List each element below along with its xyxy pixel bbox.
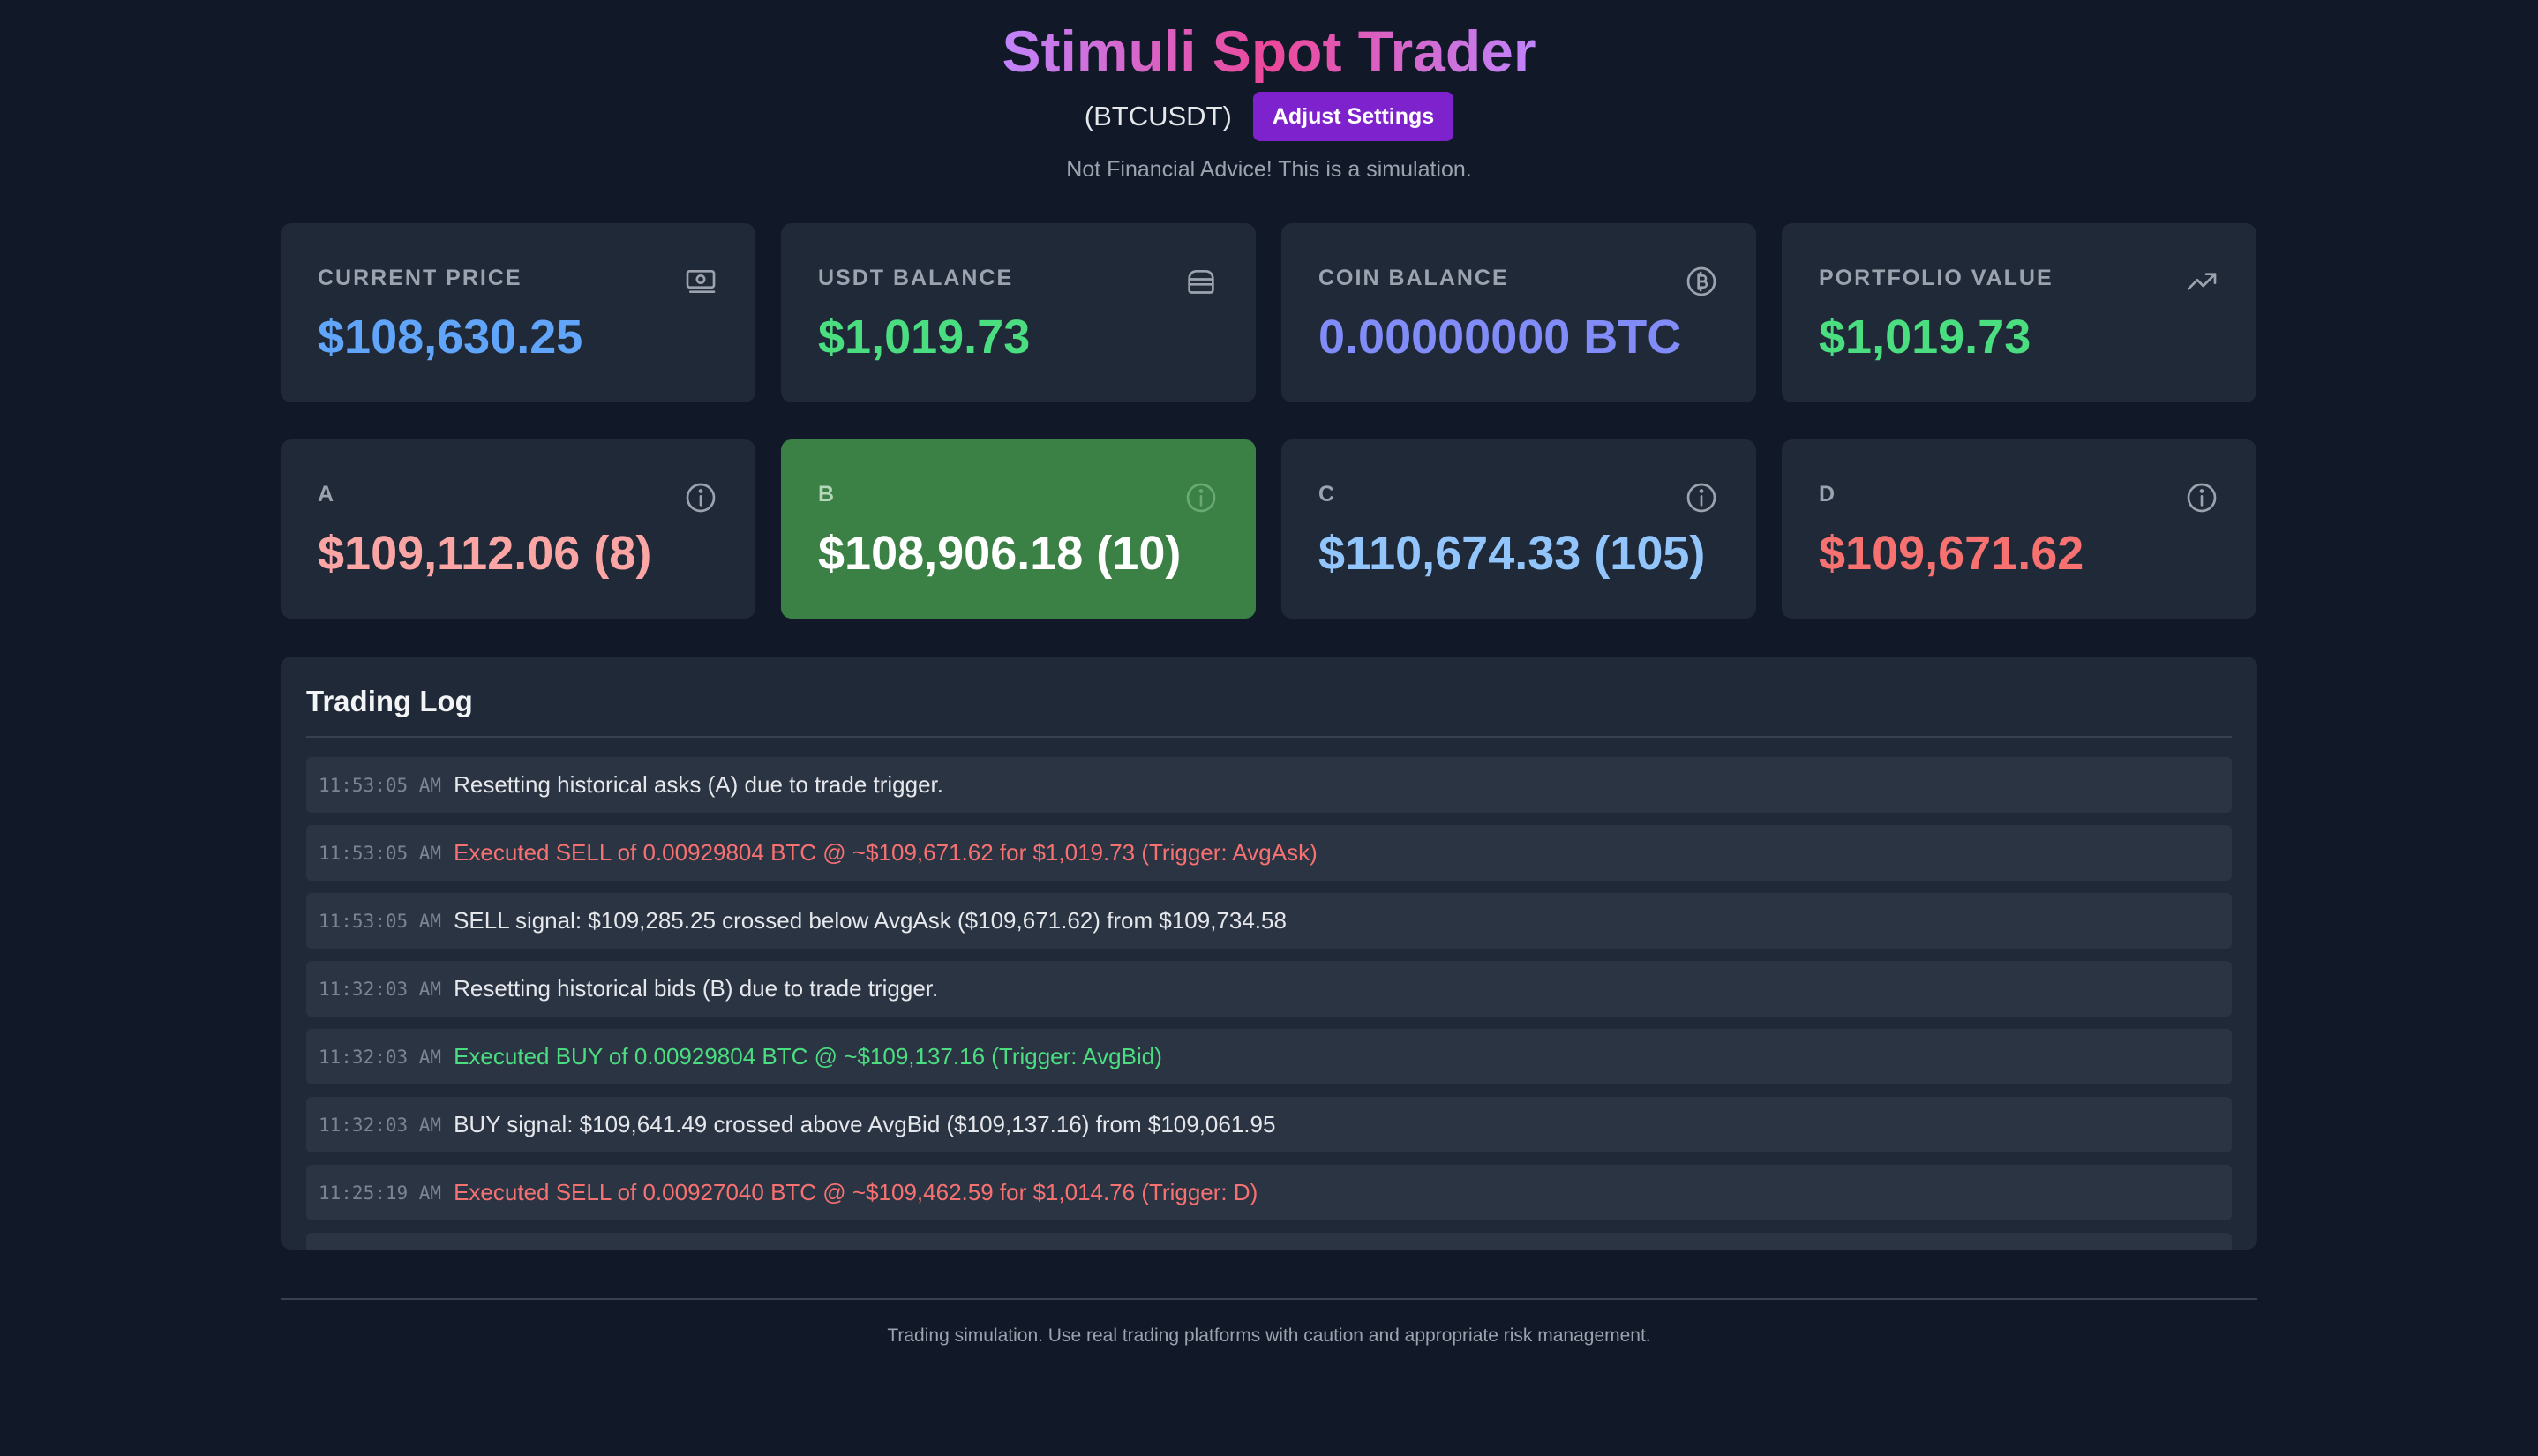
indicator-card-a: A $109,112.06 (8) bbox=[281, 439, 755, 619]
log-timestamp: 11:25:19 AM bbox=[319, 1182, 442, 1204]
info-icon[interactable] bbox=[2184, 480, 2219, 515]
log-timestamp: 11:32:03 AM bbox=[319, 1046, 442, 1068]
card-label: C bbox=[1318, 482, 1337, 507]
info-icon[interactable] bbox=[683, 480, 718, 515]
info-icon[interactable] bbox=[1183, 480, 1219, 515]
log-entry: 11:53:05 AM SELL signal: $109,285.25 cro… bbox=[306, 893, 2232, 949]
bitcoin-icon bbox=[1684, 264, 1719, 299]
log-timestamp: 11:32:03 AM bbox=[319, 1114, 442, 1136]
log-message: Executed SELL of 0.00927040 BTC @ ~$109,… bbox=[454, 1179, 1258, 1205]
card-current-price: CURRENT PRICE $108,630.25 bbox=[281, 223, 755, 402]
log-entry: 11:25:19 AM Executed SELL of 0.00927040 … bbox=[306, 1165, 2232, 1220]
card-label: USDT BALANCE bbox=[818, 266, 1014, 290]
trending-up-icon bbox=[2184, 264, 2219, 299]
card-label: B bbox=[818, 482, 837, 507]
log-entry: 11:32:03 AM Resetting historical bids (B… bbox=[306, 961, 2232, 1017]
divider bbox=[306, 736, 2232, 738]
trading-symbol: (BTCUSDT) bbox=[1084, 101, 1232, 131]
card-label: PORTFOLIO VALUE bbox=[1819, 266, 2054, 290]
card-value: $108,906.18 (10) bbox=[818, 527, 1182, 580]
stats-row: CURRENT PRICE $108,630.25 USDT BALANCE $… bbox=[281, 223, 2257, 402]
log-entry: 11:53:05 AM Executed SELL of 0.00929804 … bbox=[306, 825, 2232, 881]
card-value: $1,019.73 bbox=[818, 311, 1031, 364]
card-value: $110,674.33 (105) bbox=[1318, 527, 1706, 580]
app-title: Stimuli Spot Trader bbox=[1002, 19, 1536, 84]
log-timestamp: 11:53:05 AM bbox=[319, 774, 442, 796]
card-usdt-balance: USDT BALANCE $1,019.73 bbox=[781, 223, 1256, 402]
log-timestamp: 11:53:05 AM bbox=[319, 842, 442, 864]
log-entry: 11:53:05 AM Resetting historical asks (A… bbox=[306, 757, 2232, 813]
adjust-settings-button[interactable]: Adjust Settings bbox=[1252, 92, 1454, 141]
log-message: Executed BUY of 0.00929804 BTC @ ~$109,1… bbox=[454, 1043, 1162, 1069]
indicators-row: A $109,112.06 (8) B $108,906.18 (10) C $… bbox=[281, 439, 2257, 619]
header: Stimuli Spot Trader (BTCUSDT) Adjust Set… bbox=[0, 0, 2538, 183]
wallet-icon bbox=[1183, 264, 1219, 299]
card-value: 0.00000000 BTC bbox=[1318, 311, 1682, 364]
card-label: D bbox=[1819, 482, 1837, 507]
log-message: Resetting historical asks (A) due to tra… bbox=[454, 771, 944, 798]
trading-log-title: Trading Log bbox=[306, 685, 473, 717]
card-value: $1,019.73 bbox=[1819, 311, 2031, 364]
disclaimer: Not Financial Advice! This is a simulati… bbox=[1066, 157, 1472, 182]
money-icon bbox=[683, 264, 718, 299]
indicator-card-b: B $108,906.18 (10) bbox=[781, 439, 1256, 619]
log-message: BUY signal: $109,641.49 crossed above Av… bbox=[454, 1111, 1276, 1137]
indicator-card-d: D $109,671.62 bbox=[1782, 439, 2256, 619]
symbol-row: (BTCUSDT) Adjust Settings bbox=[0, 92, 2538, 141]
trading-log-panel[interactable]: Trading Log 11:53:05 AM Resetting histor… bbox=[281, 657, 2257, 1250]
card-label: CURRENT PRICE bbox=[318, 266, 522, 290]
log-entry: 11:32:03 AM BUY signal: $109,641.49 cros… bbox=[306, 1097, 2232, 1152]
log-message: Resetting historical bids (B) due to tra… bbox=[454, 975, 939, 1002]
card-value: $109,671.62 bbox=[1819, 527, 2084, 580]
log-message: Executed SELL of 0.00929804 BTC @ ~$109,… bbox=[454, 839, 1318, 866]
footer-divider bbox=[281, 1298, 2257, 1300]
info-icon[interactable] bbox=[1684, 480, 1719, 515]
log-message: SELL signal: $109,285.25 crossed below A… bbox=[454, 907, 1287, 934]
log-entry-partial bbox=[306, 1233, 2232, 1250]
log-timestamp: 11:32:03 AM bbox=[319, 978, 442, 1000]
card-portfolio-value: PORTFOLIO VALUE $1,019.73 bbox=[1782, 223, 2256, 402]
log-entry: 11:32:03 AM Executed BUY of 0.00929804 B… bbox=[306, 1029, 2232, 1084]
trading-log-list[interactable]: 11:53:05 AM Resetting historical asks (A… bbox=[306, 757, 2232, 1250]
card-label: COIN BALANCE bbox=[1318, 266, 1509, 290]
log-timestamp: 11:53:05 AM bbox=[319, 910, 442, 932]
card-value: $108,630.25 bbox=[318, 311, 583, 364]
indicator-card-c: C $110,674.33 (105) bbox=[1281, 439, 1756, 619]
footer-text: Trading simulation. Use real trading pla… bbox=[887, 1325, 1651, 1346]
card-value: $109,112.06 (8) bbox=[318, 527, 652, 580]
card-label: A bbox=[318, 482, 336, 507]
card-coin-balance: COIN BALANCE 0.00000000 BTC bbox=[1281, 223, 1756, 402]
